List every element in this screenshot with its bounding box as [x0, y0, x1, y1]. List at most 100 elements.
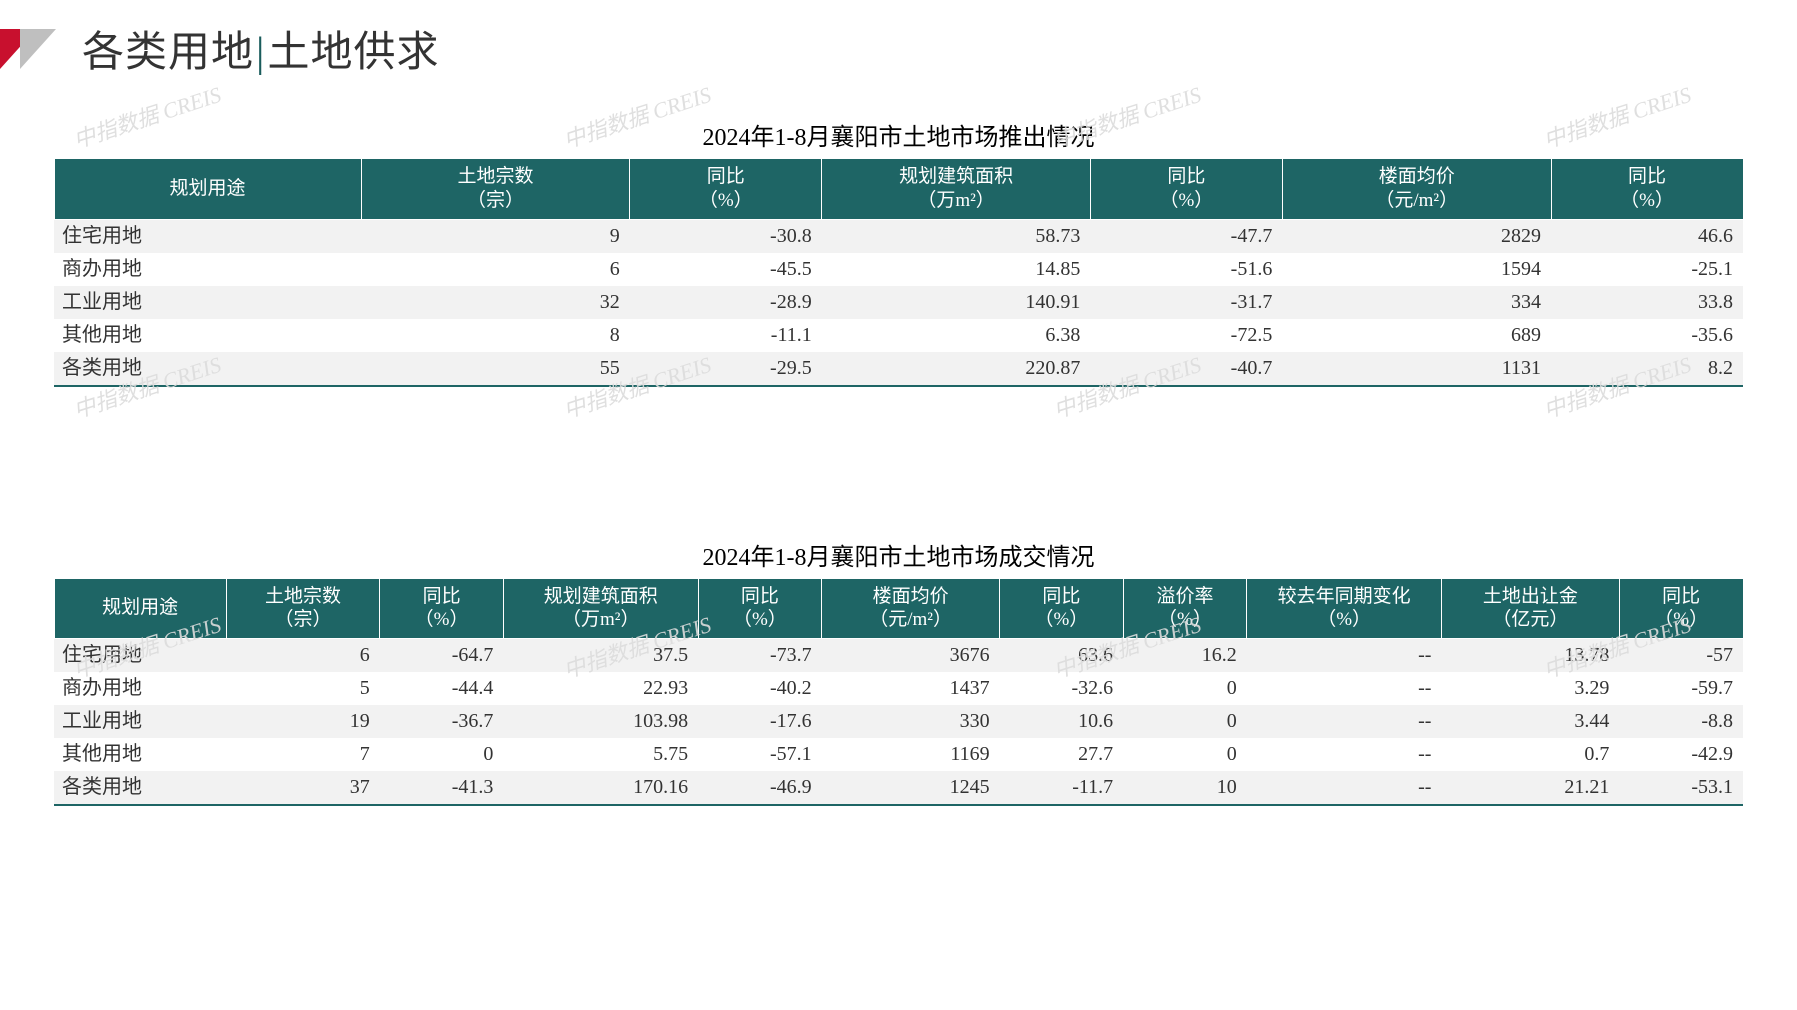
cell-value: 9 — [361, 219, 630, 253]
col-header: 规划用途 — [54, 578, 226, 639]
cell-value: -45.5 — [630, 253, 822, 286]
logo-gray-triangle — [20, 29, 56, 69]
cell-value: -59.7 — [1619, 672, 1743, 705]
cell-value: 2829 — [1282, 219, 1551, 253]
cell-value: 6 — [226, 639, 380, 673]
cell-value: -17.6 — [698, 705, 822, 738]
cell-value: 21.21 — [1441, 771, 1619, 805]
cell-value: -29.5 — [630, 352, 822, 386]
cell-value: 689 — [1282, 319, 1551, 352]
cell-value: -8.8 — [1619, 705, 1743, 738]
table-land-launch: 规划用途土地宗数（宗）同比（%）规划建筑面积（万m²）同比（%）楼面均价（元/m… — [54, 158, 1744, 387]
cell-value: -64.7 — [380, 639, 504, 673]
col-header: 规划建筑面积（万m²） — [503, 578, 698, 639]
col-header: 楼面均价（元/m²） — [1282, 159, 1551, 220]
brand-logo — [0, 29, 70, 69]
cell-value: -28.9 — [630, 286, 822, 319]
cell-value: -35.6 — [1551, 319, 1743, 352]
cell-value: 1169 — [822, 738, 1000, 771]
cell-value: -- — [1247, 639, 1442, 673]
cell-value: 8.2 — [1551, 352, 1743, 386]
cell-value: 7 — [226, 738, 380, 771]
cell-value: -11.7 — [1000, 771, 1124, 805]
cell-value: 3676 — [822, 639, 1000, 673]
cell-value: 5 — [226, 672, 380, 705]
col-header: 同比（%） — [698, 578, 822, 639]
cell-value: 0 — [1123, 705, 1247, 738]
table-row: 各类用地37-41.3170.16-46.91245-11.710--21.21… — [54, 771, 1743, 805]
cell-value: 140.91 — [822, 286, 1091, 319]
cell-value: -32.6 — [1000, 672, 1124, 705]
row-label: 住宅用地 — [54, 639, 226, 673]
cell-value: -57 — [1619, 639, 1743, 673]
cell-value: -- — [1247, 672, 1442, 705]
cell-value: -40.7 — [1090, 352, 1282, 386]
row-label: 工业用地 — [54, 705, 226, 738]
cell-value: 10 — [1123, 771, 1247, 805]
row-label: 商办用地 — [54, 672, 226, 705]
cell-value: -- — [1247, 705, 1442, 738]
cell-value: 16.2 — [1123, 639, 1247, 673]
cell-value: 32 — [361, 286, 630, 319]
table-row: 商办用地5-44.422.93-40.21437-32.60--3.29-59.… — [54, 672, 1743, 705]
table-land-transaction: 规划用途土地宗数（宗）同比（%）规划建筑面积（万m²）同比（%）楼面均价（元/m… — [54, 578, 1744, 807]
cell-value: 1131 — [1282, 352, 1551, 386]
cell-value: 14.85 — [822, 253, 1091, 286]
cell-value: 55 — [361, 352, 630, 386]
title-separator: | — [254, 30, 267, 76]
cell-value: -- — [1247, 771, 1442, 805]
cell-value: -36.7 — [380, 705, 504, 738]
title-right: 土地供求 — [267, 30, 439, 76]
table-row: 商办用地6-45.514.85-51.61594-25.1 — [54, 253, 1743, 286]
cell-value: -31.7 — [1090, 286, 1282, 319]
table2-head: 规划用途土地宗数（宗）同比（%）规划建筑面积（万m²）同比（%）楼面均价（元/m… — [54, 578, 1743, 639]
col-header: 土地宗数（宗） — [226, 578, 380, 639]
cell-value: 170.16 — [503, 771, 698, 805]
cell-value: -41.3 — [380, 771, 504, 805]
cell-value: -47.7 — [1090, 219, 1282, 253]
col-header: 同比（%） — [630, 159, 822, 220]
table-row: 工业用地32-28.9140.91-31.733433.8 — [54, 286, 1743, 319]
cell-value: 1594 — [1282, 253, 1551, 286]
cell-value: -51.6 — [1090, 253, 1282, 286]
row-label: 各类用地 — [54, 771, 226, 805]
cell-value: 63.6 — [1000, 639, 1124, 673]
cell-value: 220.87 — [822, 352, 1091, 386]
cell-value: 58.73 — [822, 219, 1091, 253]
cell-value: 8 — [361, 319, 630, 352]
cell-value: -53.1 — [1619, 771, 1743, 805]
table-row: 住宅用地6-64.737.5-73.7367663.616.2--13.78-5… — [54, 639, 1743, 673]
title-left: 各类用地 — [82, 30, 254, 76]
col-header: 规划用途 — [54, 159, 361, 220]
cell-value: 1437 — [822, 672, 1000, 705]
row-label: 住宅用地 — [54, 219, 361, 253]
cell-value: -11.1 — [630, 319, 822, 352]
table-row: 住宅用地9-30.858.73-47.7282946.6 — [54, 219, 1743, 253]
cell-value: 6.38 — [822, 319, 1091, 352]
cell-value: -25.1 — [1551, 253, 1743, 286]
cell-value: 37.5 — [503, 639, 698, 673]
cell-value: 46.6 — [1551, 219, 1743, 253]
col-header: 楼面均价（元/m²） — [822, 578, 1000, 639]
cell-value: 0 — [380, 738, 504, 771]
cell-value: 37 — [226, 771, 380, 805]
cell-value: 0.7 — [1441, 738, 1619, 771]
cell-value: -40.2 — [698, 672, 822, 705]
table1-head: 规划用途土地宗数（宗）同比（%）规划建筑面积（万m²）同比（%）楼面均价（元/m… — [54, 159, 1743, 220]
col-header: 较去年同期变化（%） — [1247, 578, 1442, 639]
cell-value: 3.29 — [1441, 672, 1619, 705]
page-header: 各类用地|土地供求 — [0, 0, 1797, 79]
cell-value: 334 — [1282, 286, 1551, 319]
col-header: 同比（%） — [380, 578, 504, 639]
cell-value: 22.93 — [503, 672, 698, 705]
table1-body: 住宅用地9-30.858.73-47.7282946.6商办用地6-45.514… — [54, 219, 1743, 386]
cell-value: 13.78 — [1441, 639, 1619, 673]
row-label: 各类用地 — [54, 352, 361, 386]
cell-value: 330 — [822, 705, 1000, 738]
cell-value: 33.8 — [1551, 286, 1743, 319]
col-header: 规划建筑面积（万m²） — [822, 159, 1091, 220]
cell-value: 19 — [226, 705, 380, 738]
cell-value: 27.7 — [1000, 738, 1124, 771]
page-title: 各类用地|土地供求 — [82, 18, 439, 79]
table1-title: 2024年1-8月襄阳市土地市场推出情况 — [0, 117, 1797, 152]
